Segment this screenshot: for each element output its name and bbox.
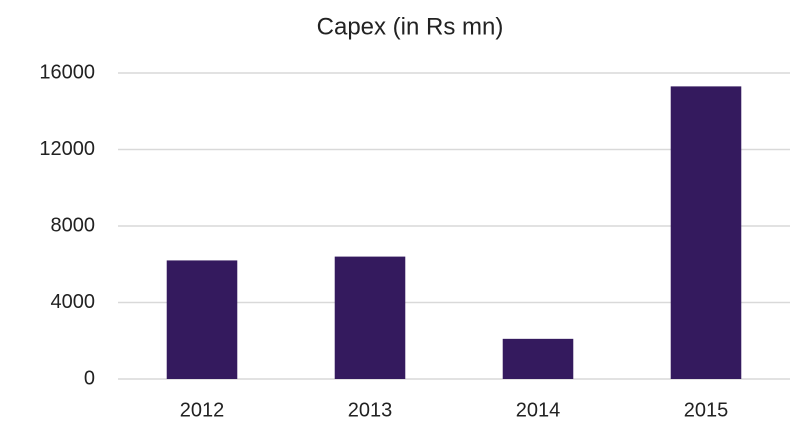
chart-title: Capex (in Rs mn) <box>317 13 504 40</box>
y-tick-label: 12000 <box>39 138 95 160</box>
x-tick-label: 2013 <box>348 399 393 421</box>
x-tick-label: 2015 <box>684 399 729 421</box>
y-tick-label: 8000 <box>51 214 96 236</box>
x-tick-label: 2012 <box>180 399 225 421</box>
y-tick-label: 16000 <box>39 61 95 83</box>
bar <box>502 338 574 379</box>
bar <box>334 256 406 379</box>
bar <box>670 86 742 379</box>
y-tick-label: 0 <box>84 367 95 389</box>
x-tick-label: 2014 <box>516 399 561 421</box>
y-tick-label: 4000 <box>51 291 96 313</box>
bar <box>166 260 238 379</box>
